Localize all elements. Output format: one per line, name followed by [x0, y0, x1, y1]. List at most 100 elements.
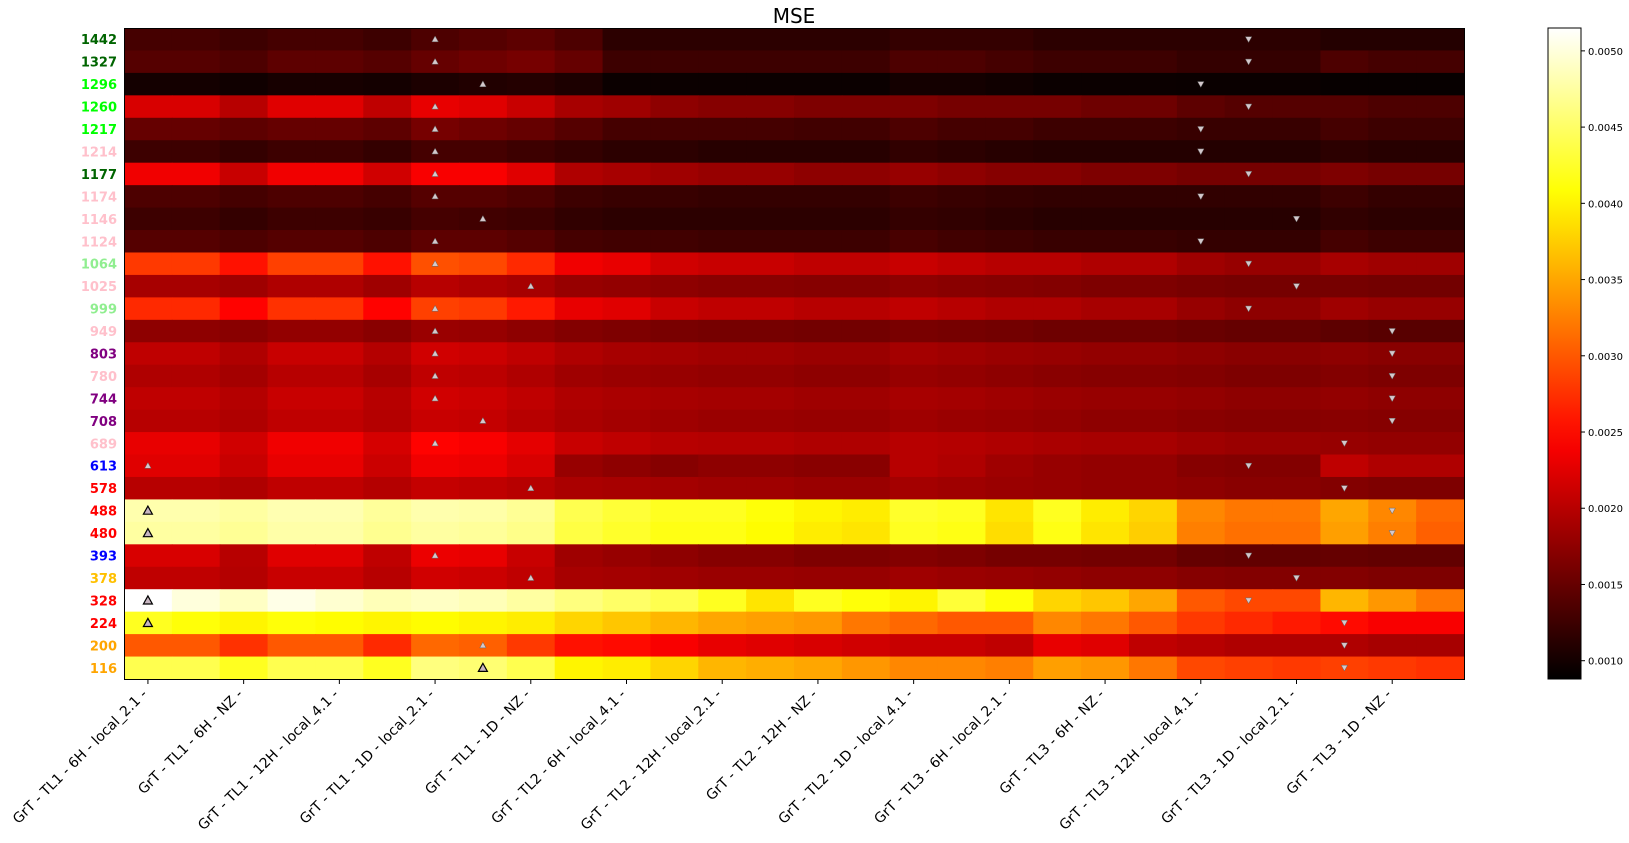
marker-down-triangle: [1244, 260, 1253, 268]
marker-down-triangle: [1197, 148, 1205, 156]
heatmap-cell: [1224, 274, 1274, 298]
heatmap-cell: [459, 252, 508, 276]
heatmap-cell: [602, 409, 652, 433]
heatmap-cell: [506, 342, 556, 366]
heatmap-cell: [459, 432, 508, 456]
colorbar-tick-label: 0.0010: [1588, 657, 1623, 668]
heatmap-cell: [315, 589, 364, 613]
heatmap-cell: [889, 50, 939, 74]
heatmap-cell: [889, 611, 939, 635]
heatmap-cell: [1416, 364, 1465, 388]
heatmap-cell: [1320, 499, 1369, 523]
heatmap-cell: [411, 476, 460, 501]
heatmap-cell: [267, 656, 317, 680]
heatmap-cell: [1129, 185, 1178, 209]
heatmap-cell: [124, 252, 173, 276]
heatmap-cell: [841, 499, 891, 523]
heatmap-cell: [219, 544, 269, 568]
heatmap-cell: [794, 162, 843, 186]
colorbar-tick-label: 0.0015: [1588, 580, 1623, 591]
heatmap-cell: [1176, 162, 1226, 186]
heatmap-cell: [1320, 95, 1369, 119]
heatmap-cell: [1416, 342, 1465, 366]
heatmap-cell: [459, 454, 508, 478]
heatmap-cell: [219, 432, 269, 456]
heatmap-cell: [1416, 28, 1465, 52]
heatmap-cell: [1176, 409, 1226, 433]
heatmap-cell: [602, 230, 652, 254]
heatmap-cell: [650, 566, 699, 590]
heatmap-cell: [219, 72, 269, 96]
marker-up-triangle: [142, 594, 154, 605]
marker-up-triangle: [431, 327, 439, 334]
heatmap-cell: [171, 611, 221, 635]
heatmap-cell: [1416, 409, 1465, 433]
marker-down-triangle: [1292, 283, 1301, 290]
heatmap-cell: [171, 409, 221, 433]
heatmap-cell: [889, 207, 939, 231]
heatmap-cell: [1416, 95, 1465, 119]
heatmap-cell: [171, 364, 221, 388]
heatmap-cell: [1129, 634, 1178, 658]
heatmap-cell: [554, 117, 604, 141]
heatmap-cell: [985, 476, 1034, 501]
heatmap-cell: [889, 544, 939, 568]
x-tick-label: GrT - TL3 - 1D - NZ -: [1284, 687, 1395, 798]
heatmap-cell: [794, 544, 843, 568]
heatmap-cell: [124, 28, 173, 52]
marker-down-triangle: [1197, 193, 1205, 201]
heatmap-cell: [1224, 207, 1274, 231]
heatmap-cell: [746, 28, 795, 52]
heatmap-cell: [1272, 95, 1322, 119]
heatmap-cell: [985, 634, 1034, 658]
heatmap-cell: [219, 454, 269, 478]
heatmap-cell: [889, 476, 939, 501]
marker-up-triangle: [479, 641, 487, 649]
heatmap-cell: [267, 364, 317, 388]
y-tick-label: 1124: [81, 235, 117, 250]
heatmap-cell: [1320, 162, 1369, 186]
y-tick-label: 578: [90, 482, 117, 497]
heatmap-cell: [315, 387, 364, 411]
heatmap-cell: [267, 566, 317, 590]
y-tick-label: 1327: [81, 56, 117, 71]
heatmap-cell: [1416, 319, 1465, 343]
heatmap-cell: [219, 230, 269, 254]
heatmap-cell: [1129, 544, 1178, 568]
heatmap-cell: [1416, 140, 1465, 164]
heatmap-cell: [459, 611, 508, 635]
heatmap-cell: [171, 454, 221, 478]
heatmap-cell: [1320, 207, 1369, 231]
heatmap-cell: [1033, 656, 1082, 680]
marker-up-triangle: [479, 80, 487, 87]
heatmap-cell: [459, 566, 508, 590]
marker-up-triangle: [431, 125, 439, 132]
heatmap-cell: [219, 611, 269, 635]
heatmap-cell: [1224, 566, 1274, 590]
heatmap-cell: [1176, 364, 1226, 388]
heatmap-cell: [746, 454, 795, 478]
heatmap-cell: [985, 72, 1034, 96]
heatmap-cell: [1129, 499, 1178, 523]
heatmap-cell: [602, 297, 652, 321]
heatmap-cell: [794, 364, 843, 388]
heatmap-cell: [1224, 117, 1274, 141]
marker-up-triangle: [527, 574, 535, 581]
x-tick-label: GrT - TL1 - 6H - NZ -: [135, 686, 246, 797]
y-tick-label: 480: [90, 527, 117, 542]
y-tick-label: 689: [90, 437, 117, 452]
heatmap-cell: [698, 364, 747, 388]
heatmap-cell: [602, 252, 652, 276]
heatmap-cell: [1224, 72, 1274, 96]
heatmap-cell: [1368, 432, 1417, 456]
heatmap-cell: [1272, 140, 1322, 164]
heatmap-cell: [411, 207, 460, 231]
heatmap-cell: [985, 387, 1034, 411]
heatmap-cell: [937, 409, 987, 433]
y-tick-label: 200: [90, 639, 117, 654]
heatmap-cell: [1033, 499, 1082, 523]
heatmap-cell: [506, 252, 556, 276]
heatmap-cell: [506, 140, 556, 164]
heatmap-cell: [1081, 72, 1130, 96]
heatmap-cell: [1176, 589, 1226, 613]
